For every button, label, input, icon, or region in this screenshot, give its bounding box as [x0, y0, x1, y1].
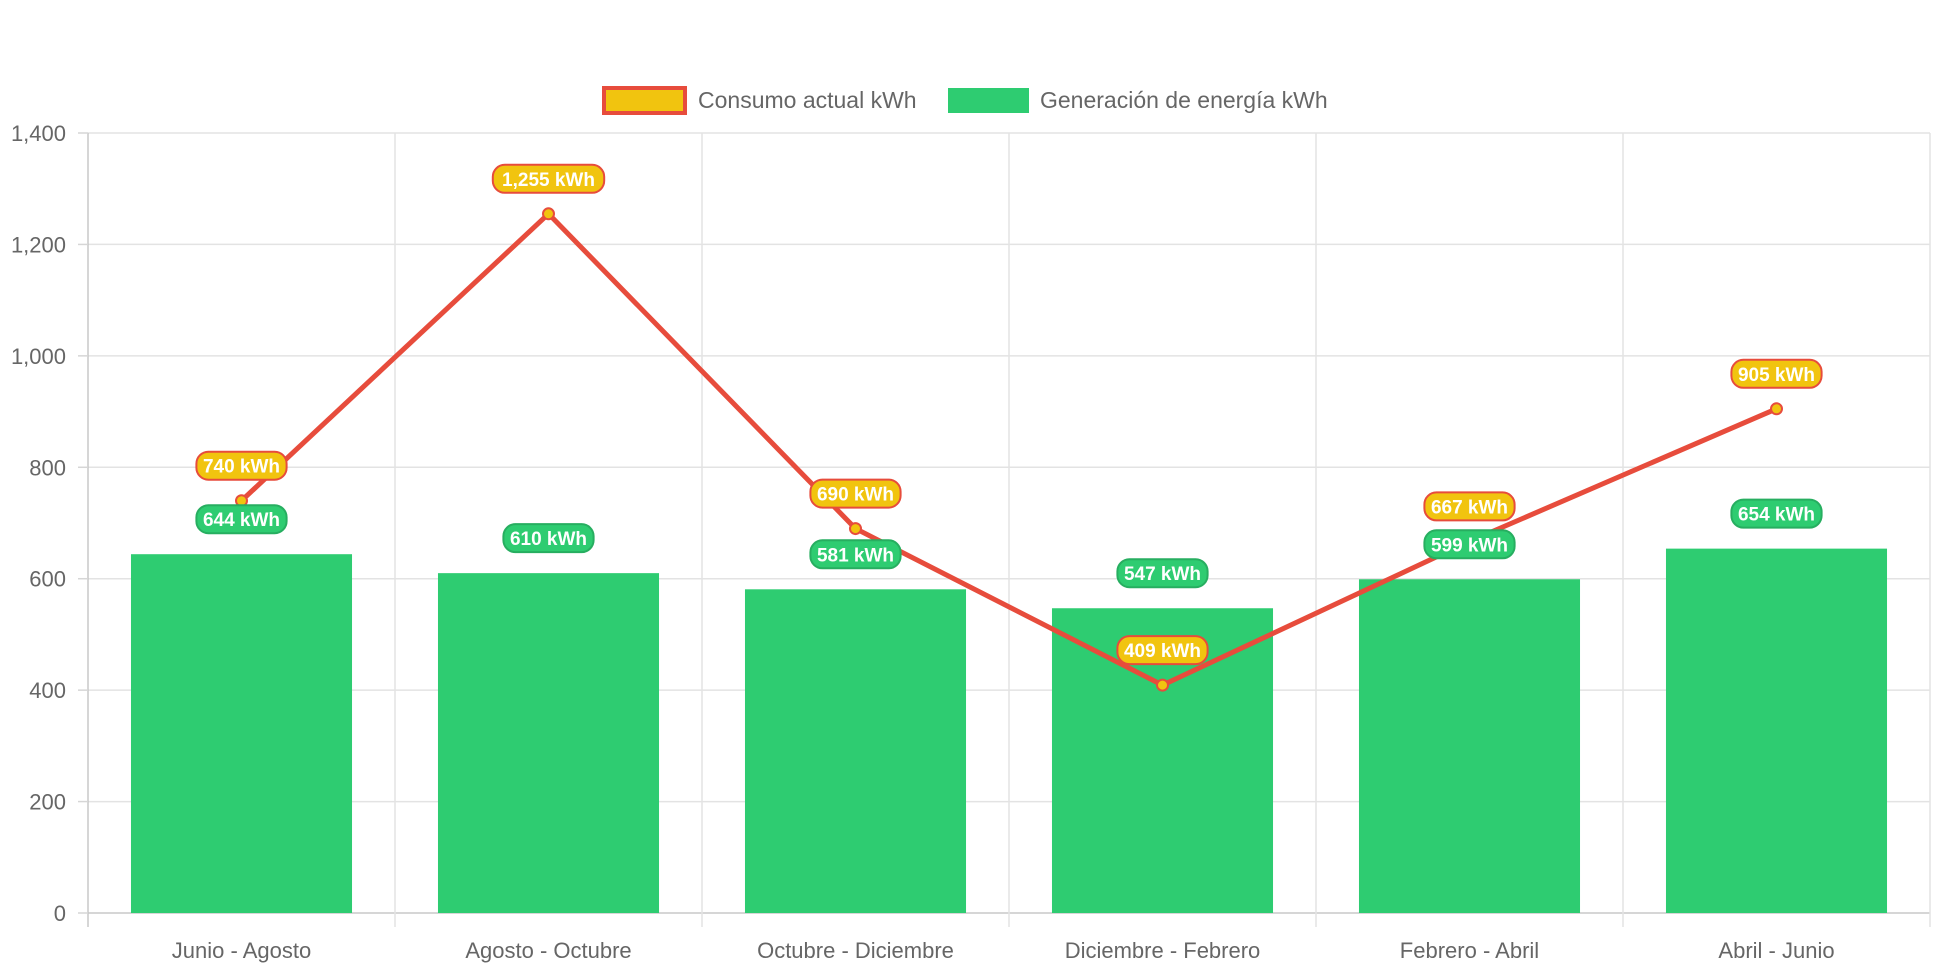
data-label-generacion: 581 kWh — [809, 539, 902, 570]
data-label-generacion-background — [195, 504, 288, 535]
data-label-consumo-text: 690 kWh — [817, 485, 894, 506]
y-tick-label: 400 — [29, 678, 66, 703]
x-tick-label: Febrero - Abril — [1400, 938, 1539, 963]
data-label-generacion-background — [1730, 498, 1823, 529]
data-label-consumo-background — [195, 450, 288, 481]
y-tick-label: 600 — [29, 567, 66, 592]
y-tick-label: 1,000 — [11, 344, 66, 369]
data-label-generacion-text: 599 kWh — [1431, 535, 1508, 556]
data-label-generacion-text: 610 kWh — [510, 529, 587, 550]
legend-label-consumo: Consumo actual kWh — [698, 87, 917, 113]
legend-item-consumo[interactable]: Consumo actual kWh — [602, 86, 917, 115]
data-label-consumo-background — [1730, 358, 1823, 389]
legend-label-generacion: Generación de energía kWh — [1040, 87, 1328, 113]
axes: 0 200 400 600 800 1,000 1,200 1,400 Junio - Agos… — [11, 121, 1835, 963]
y-tick-label: 0 — [54, 901, 66, 926]
data-label-consumo-text: 409 kWh — [1124, 641, 1201, 662]
data-label-generacion: 599 kWh — [1423, 529, 1516, 560]
data-label-consumo: 740 kWh — [195, 450, 288, 481]
legend-swatch-generacion — [948, 88, 1029, 113]
data-label-generacion: 547 kWh — [1116, 558, 1209, 589]
data-label-consumo: 690 kWh — [809, 478, 902, 509]
x-tick-label: Abril - Junio — [1718, 938, 1834, 963]
data-label-generacion: 610 kWh — [502, 523, 595, 554]
legend-item-generacion[interactable]: Generación de energía kWh — [948, 87, 1328, 113]
line-point-consumo[interactable] — [1770, 402, 1783, 416]
data-label-generacion-background — [1423, 529, 1516, 560]
data-label-consumo-text: 1,255 kWh — [502, 170, 595, 191]
data-label-generacion-background — [502, 523, 595, 554]
line-point-consumo[interactable] — [542, 207, 555, 221]
x-tick-label: Diciembre - Febrero — [1065, 938, 1261, 963]
data-label-consumo-text: 905 kWh — [1738, 365, 1815, 386]
data-label-generacion-background — [809, 539, 902, 570]
bar-generacion[interactable] — [744, 589, 967, 913]
data-label-generacion-text: 644 kWh — [203, 510, 280, 531]
bar-generacion[interactable] — [1665, 548, 1888, 913]
y-tick-label: 1,200 — [11, 232, 66, 257]
data-label-generacion-text: 654 kWh — [1738, 505, 1815, 526]
line-point-consumo[interactable] — [1156, 678, 1169, 692]
data-label-consumo-background — [1423, 491, 1516, 522]
y-tick-label: 200 — [29, 790, 66, 815]
bar-generacion[interactable] — [130, 554, 353, 913]
bar-generacion[interactable] — [437, 573, 660, 913]
y-tick-label: 800 — [29, 455, 66, 480]
data-label-consumo: 905 kWh — [1730, 358, 1823, 389]
data-label-consumo-background — [809, 478, 902, 509]
consumption-line — [239, 211, 1779, 688]
data-label-generacion: 654 kWh — [1730, 498, 1823, 529]
data-label-consumo-background — [1116, 635, 1209, 666]
x-tick-label: Octubre - Diciembre — [757, 938, 954, 963]
data-labels: 644 kWh 610 kWh 581 kWh 547 kWh 599 kWh 654 k… — [195, 163, 1823, 666]
data-label-generacion-background — [1116, 558, 1209, 589]
legend-swatch-consumo — [602, 86, 687, 115]
data-label-consumo: 667 kWh — [1423, 491, 1516, 522]
data-label-generacion-text: 581 kWh — [817, 545, 894, 566]
data-label-generacion: 644 kWh — [195, 504, 288, 535]
data-label-consumo-text: 740 kWh — [203, 457, 280, 478]
x-tick-label: Agosto - Octubre — [465, 938, 631, 963]
data-label-consumo: 1,255 kWh — [491, 163, 606, 194]
chart-legend: Consumo actual kWh Generación de energía… — [602, 86, 1328, 115]
data-label-consumo: 409 kWh — [1116, 635, 1209, 666]
data-label-consumo-background — [491, 163, 606, 194]
grid-lines — [87, 132, 1931, 927]
bar-generacion[interactable] — [1358, 579, 1581, 913]
x-tick-label: Junio - Agosto — [172, 938, 311, 963]
data-label-consumo-text: 667 kWh — [1431, 497, 1508, 518]
y-tick-label: 1,400 — [11, 121, 66, 146]
line-point-consumo[interactable] — [849, 522, 862, 536]
data-label-generacion-text: 547 kWh — [1124, 564, 1201, 585]
generation-bars — [130, 548, 1888, 913]
